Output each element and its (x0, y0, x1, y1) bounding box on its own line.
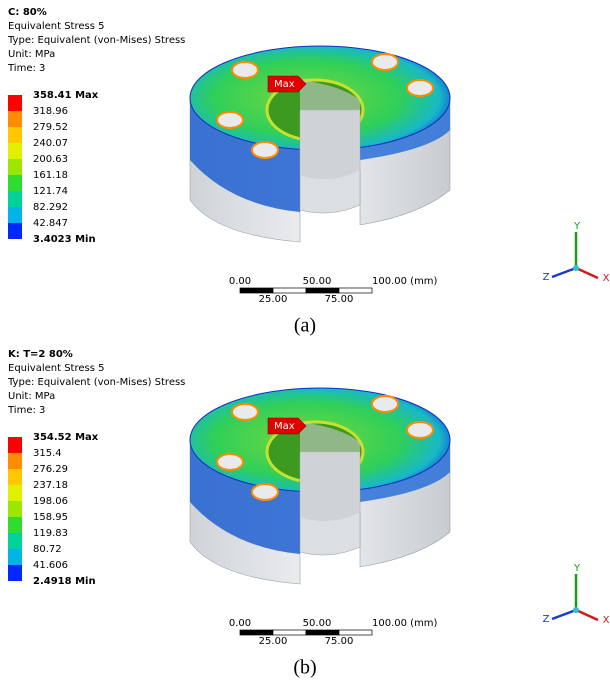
legend-label: 198.06 (33, 496, 68, 507)
model-cut-face (300, 422, 360, 521)
axis-label: Z (543, 272, 550, 283)
scale-label: 25.00 (259, 294, 288, 305)
header-line: Type: Equivalent (von-Mises) Stress (7, 35, 185, 46)
legend-swatch (8, 207, 22, 223)
scale-segment (339, 630, 372, 635)
legend-swatch (8, 517, 22, 533)
axis-arrow (552, 610, 576, 619)
scale-label: 25.00 (259, 636, 288, 647)
legend-label: 42.847 (33, 218, 68, 229)
header-line: Type: Equivalent (von-Mises) Stress (7, 377, 185, 388)
scale-segment (273, 630, 306, 635)
panel: C: 80% Equivalent Stress 5 Type: Equivalen… (7, 7, 610, 337)
legend-swatch (8, 95, 22, 111)
scale-segment (240, 288, 273, 293)
legend-label: 80.72 (33, 544, 62, 555)
legend-swatch (8, 565, 22, 581)
legend-swatch (8, 437, 22, 453)
axis-origin (573, 265, 579, 271)
legend-label: 358.41 Max (33, 90, 99, 101)
legend-swatch (8, 223, 22, 239)
legend-label: 2.4918 Min (33, 576, 96, 587)
legend-swatch (8, 549, 22, 565)
legend-swatch (8, 485, 22, 501)
max-label: Max (274, 421, 295, 432)
axis-label: Y (573, 563, 581, 574)
header-line: Equivalent Stress 5 (8, 363, 104, 374)
scale-segment (339, 288, 372, 293)
axis-origin (573, 607, 579, 613)
caption: (b) (293, 657, 316, 679)
scale-segment (306, 630, 339, 635)
figure: C: 80% Equivalent Stress 5 Type: Equivalen… (0, 0, 610, 685)
legend-label: 279.52 (33, 122, 68, 133)
axis-arrow (552, 268, 576, 277)
legend-label: 82.292 (33, 202, 68, 213)
legend-swatch (8, 453, 22, 469)
header-line: K: T=2 80% (8, 349, 73, 360)
legend-swatch (8, 159, 22, 175)
scale-segment (240, 630, 273, 635)
scale-label: 0.00 (229, 618, 251, 629)
header-line: Time: 3 (7, 405, 45, 416)
model-hole (407, 80, 433, 96)
header-line: C: 80% (8, 7, 47, 18)
axis-arrow (576, 610, 598, 620)
model-hole (372, 54, 398, 70)
legend-label: 318.96 (33, 106, 68, 117)
model (190, 388, 450, 584)
max-label: Max (274, 79, 295, 90)
scale-label: 100.00 (mm) (372, 618, 438, 629)
header-line: Unit: MPa (8, 49, 55, 60)
scale-label: 50.00 (303, 618, 332, 629)
scale-label: 75.00 (325, 636, 354, 647)
header-line: Time: 3 (7, 63, 45, 74)
legend-label: 200.63 (33, 154, 68, 165)
legend-label: 158.95 (33, 512, 68, 523)
legend-label: 315.4 (33, 448, 62, 459)
legend-label: 3.4023 Min (33, 234, 96, 245)
caption: (a) (294, 315, 316, 337)
axis-label: Z (543, 614, 550, 625)
model-hole (372, 396, 398, 412)
scale-label: 0.00 (229, 276, 251, 287)
legend-label: 161.18 (33, 170, 68, 181)
legend-swatch (8, 175, 22, 191)
legend-label: 237.18 (33, 480, 68, 491)
legend-swatch (8, 111, 22, 127)
model-hole (232, 62, 258, 78)
panel: K: T=2 80% Equivalent Stress 5 Type: Equiv… (7, 349, 610, 679)
legend-swatch (8, 469, 22, 485)
legend-label: 119.83 (33, 528, 68, 539)
legend-label: 354.52 Max (33, 432, 99, 443)
model-hole (252, 484, 278, 500)
legend-swatch (8, 143, 22, 159)
scale-label: 75.00 (325, 294, 354, 305)
model-cut-face (300, 80, 360, 179)
legend-label: 276.29 (33, 464, 68, 475)
model-hole (217, 112, 243, 128)
scale-label: 50.00 (303, 276, 332, 287)
model-hole (217, 454, 243, 470)
legend-swatch (8, 191, 22, 207)
axis-label: X (603, 615, 610, 626)
header-line: Unit: MPa (8, 391, 55, 402)
model-hole (232, 404, 258, 420)
legend-swatch (8, 127, 22, 143)
model (190, 46, 450, 242)
model-hole (252, 142, 278, 158)
scale-segment (306, 288, 339, 293)
legend-swatch (8, 533, 22, 549)
legend-label: 240.07 (33, 138, 68, 149)
model-hole (407, 422, 433, 438)
legend-label: 41.606 (33, 560, 68, 571)
legend-label: 121.74 (33, 186, 68, 197)
legend-swatch (8, 501, 22, 517)
axis-label: X (603, 273, 610, 284)
scale-segment (273, 288, 306, 293)
header-line: Equivalent Stress 5 (8, 21, 104, 32)
scale-label: 100.00 (mm) (372, 276, 438, 287)
axis-arrow (576, 268, 598, 278)
axis-label: Y (573, 221, 581, 232)
